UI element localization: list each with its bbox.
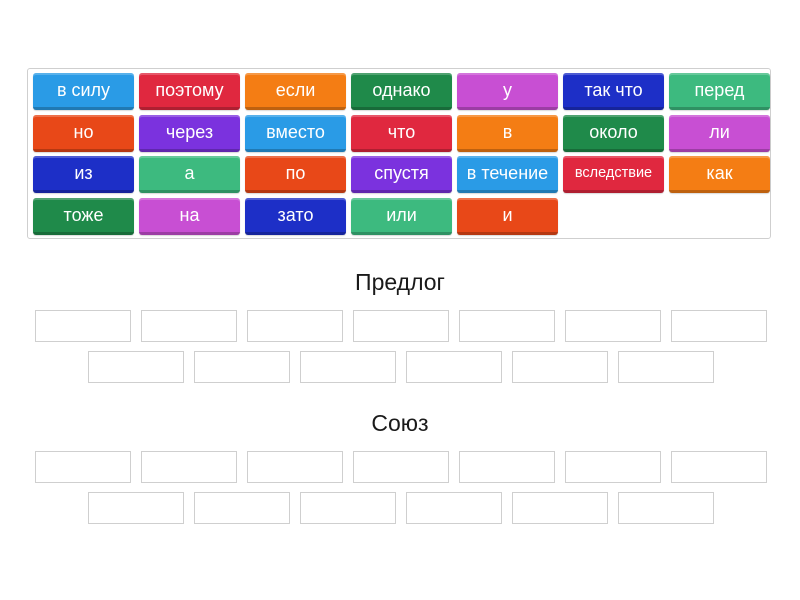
predlog-drop-slot[interactable] — [35, 310, 131, 342]
soyuz-drop-slot[interactable] — [406, 492, 502, 524]
predlog-drop-slot[interactable] — [512, 351, 608, 383]
soyuz-drop-slot[interactable] — [35, 451, 131, 483]
word-tile[interactable]: ли — [669, 114, 770, 152]
word-tile[interactable]: что — [351, 114, 452, 152]
soyuz-drop-slot[interactable] — [565, 451, 661, 483]
soyuz-drop-slot[interactable] — [300, 492, 396, 524]
word-tile[interactable]: если — [245, 73, 346, 110]
word-tile[interactable]: тоже — [33, 197, 134, 235]
word-tile[interactable]: в — [457, 114, 558, 152]
word-tile[interactable]: однако — [351, 73, 452, 110]
soyuz-drop-slot[interactable] — [247, 451, 343, 483]
predlog-drop-slot[interactable] — [247, 310, 343, 342]
predlog-drop-slot[interactable] — [353, 310, 449, 342]
word-tile[interactable]: зато — [245, 197, 346, 235]
word-tile[interactable]: но — [33, 114, 134, 152]
soyuz-drop-slot[interactable] — [353, 451, 449, 483]
word-tile[interactable]: перед — [669, 73, 770, 110]
group-title-predlog: Предлог — [355, 269, 445, 295]
word-tile[interactable]: спустя — [351, 156, 452, 193]
word-tile[interactable]: по — [245, 156, 346, 193]
predlog-drop-slot[interactable] — [671, 310, 767, 342]
predlog-drop-slot[interactable] — [406, 351, 502, 383]
soyuz-drop-slot[interactable] — [194, 492, 290, 524]
predlog-drop-slot[interactable] — [618, 351, 714, 383]
predlog-drop-slot[interactable] — [88, 351, 184, 383]
word-tile[interactable]: вместо — [245, 114, 346, 152]
group-title-soyuz: Союз — [371, 410, 429, 436]
word-tile[interactable]: из — [33, 156, 134, 193]
word-tile[interactable]: а — [139, 156, 240, 193]
word-tile[interactable]: у — [457, 73, 558, 110]
word-tile[interactable]: или — [351, 197, 452, 235]
soyuz-drop-slot[interactable] — [512, 492, 608, 524]
word-tile[interactable]: в силу — [33, 73, 134, 110]
predlog-drop-slot[interactable] — [141, 310, 237, 342]
word-tile[interactable]: так что — [563, 73, 664, 110]
tile-grid: в силу поэтому если однако у так что перед но че… — [33, 73, 770, 235]
soyuz-drop-slot[interactable] — [618, 492, 714, 524]
word-tile[interactable]: через — [139, 114, 240, 152]
predlog-drop-slot[interactable] — [194, 351, 290, 383]
word-tile[interactable]: и — [457, 197, 558, 235]
predlog-drop-slot[interactable] — [565, 310, 661, 342]
soyuz-slot-row-1 — [35, 451, 767, 483]
word-tile[interactable]: вследствие — [563, 156, 664, 193]
word-tile[interactable]: поэтому — [139, 73, 240, 110]
word-tile[interactable]: в течение — [457, 156, 558, 193]
soyuz-drop-slot[interactable] — [459, 451, 555, 483]
predlog-drop-slot[interactable] — [300, 351, 396, 383]
predlog-slot-row-2 — [88, 351, 714, 383]
predlog-slot-row-1 — [35, 310, 767, 342]
word-tile[interactable]: как — [669, 156, 770, 193]
soyuz-drop-slot[interactable] — [88, 492, 184, 524]
word-tile[interactable]: на — [139, 197, 240, 235]
soyuz-slot-row-2 — [88, 492, 714, 524]
word-bank: в силу поэтому если однако у так что перед но че… — [27, 68, 771, 239]
word-tile[interactable]: около — [563, 114, 664, 152]
soyuz-drop-slot[interactable] — [141, 451, 237, 483]
predlog-drop-slot[interactable] — [459, 310, 555, 342]
soyuz-drop-slot[interactable] — [671, 451, 767, 483]
